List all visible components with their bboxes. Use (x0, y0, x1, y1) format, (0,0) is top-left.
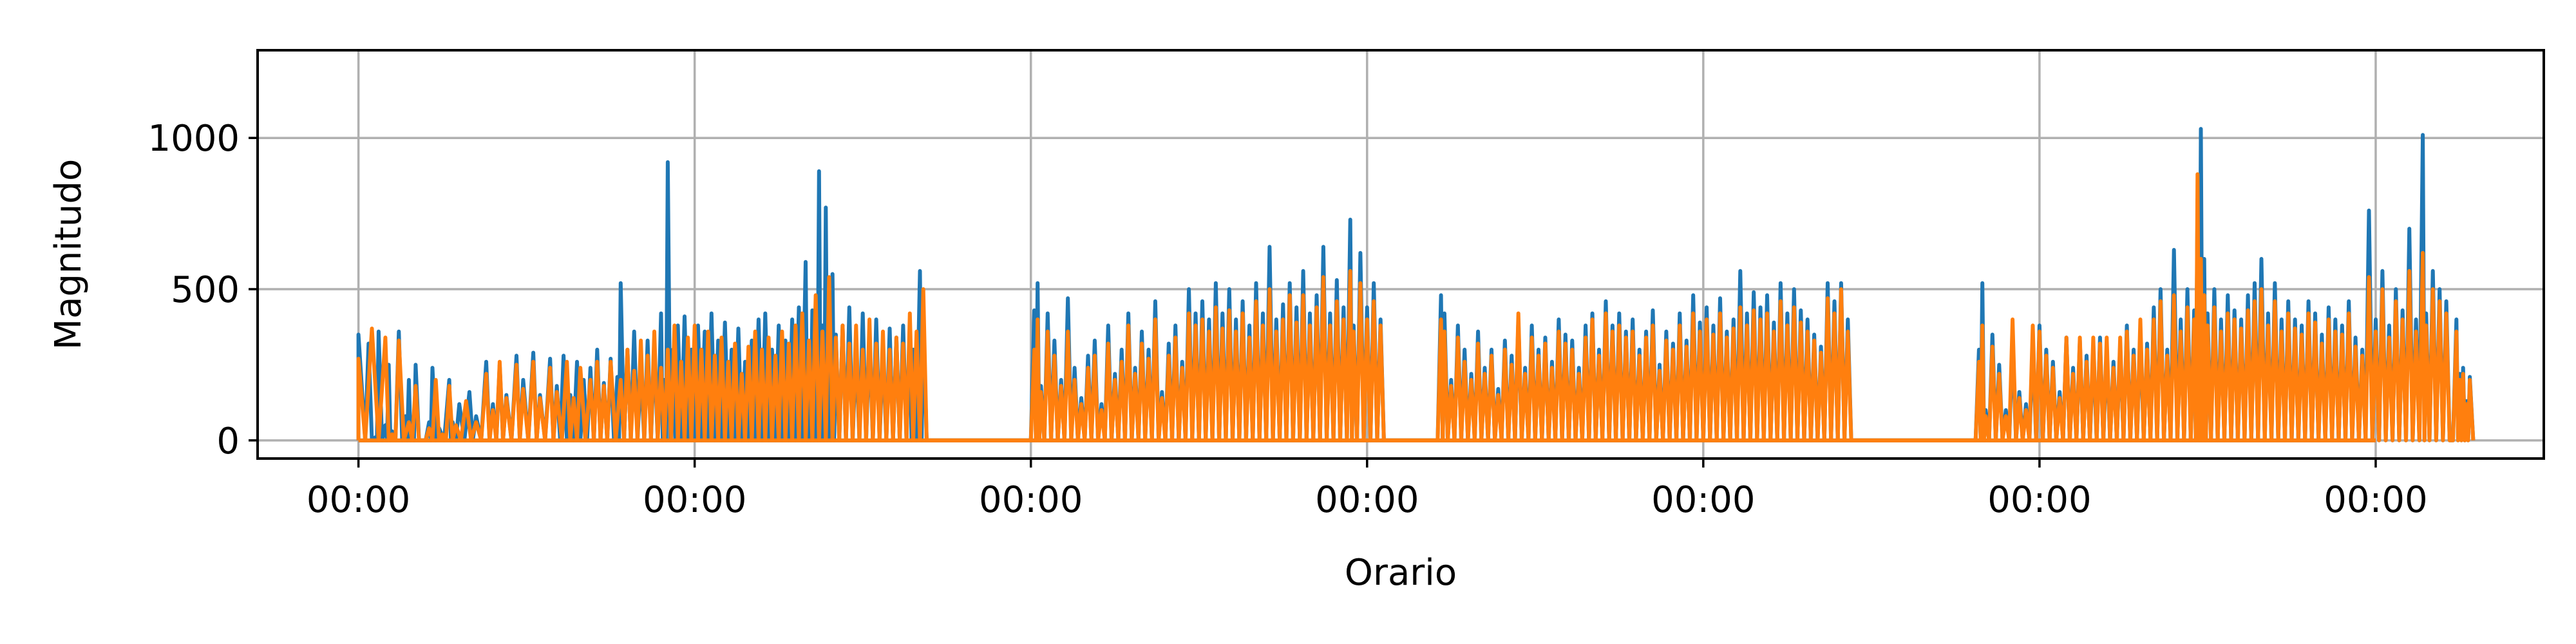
x-tick-label: 00:00 (2324, 479, 2427, 521)
x-tick-label: 00:00 (1315, 479, 1419, 521)
x-axis-label: Orario (1345, 552, 1457, 594)
series-2-line (356, 172, 2476, 442)
plot-frame (256, 49, 2545, 460)
x-tick-label: 00:00 (1987, 479, 2091, 521)
y-axis-label: Magnitudo (48, 159, 90, 350)
ticks: 00:00 00:00 00:00 00:00 00:00 00:00 00:00 0 500 1… (147, 118, 2427, 521)
x-tick-label: 00:00 (643, 479, 746, 521)
y-tick-label: 0 (216, 421, 240, 462)
x-tick-label: 00:00 (979, 479, 1083, 521)
series-layer (356, 127, 2476, 442)
y-tick-label: 500 (171, 269, 240, 311)
x-tick-label: 00:00 (307, 479, 410, 521)
y-tick-label: 1000 (147, 118, 240, 160)
x-tick-label: 00:00 (1651, 479, 1755, 521)
